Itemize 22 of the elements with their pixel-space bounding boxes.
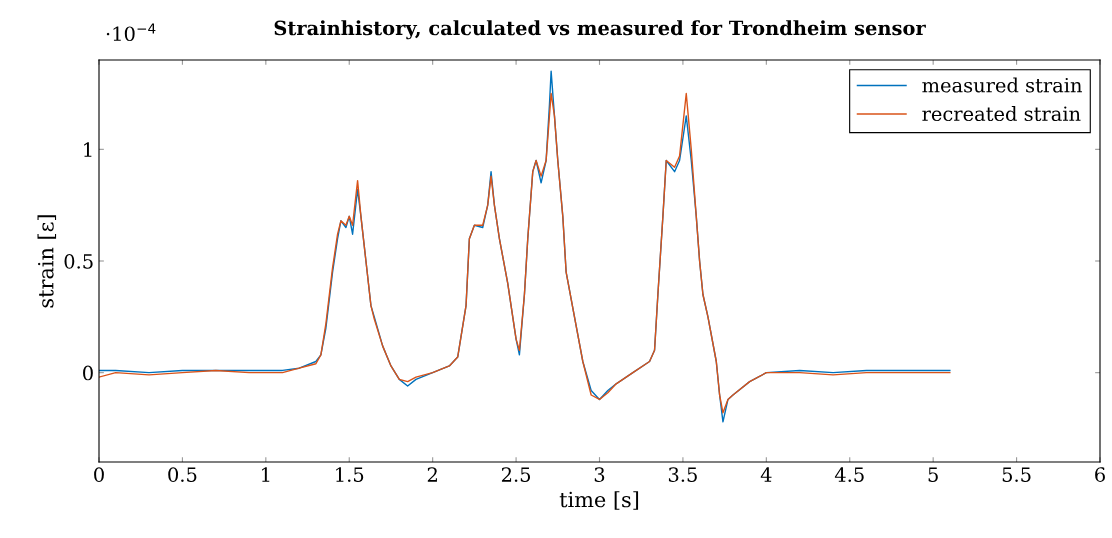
x-tick-label: 4	[760, 467, 772, 482]
x-tick-label: 6	[1095, 467, 1105, 482]
y-axis-title: strain [ε]	[37, 215, 57, 308]
chart-title: Strainhistory, calculated vs measured for Trondheim sensor	[274, 20, 926, 40]
x-tick-label: 3.5	[668, 467, 697, 482]
x-axis-title: time [s]	[559, 491, 639, 510]
x-tick-label: 3	[594, 467, 605, 482]
legend-label: measured strain	[922, 77, 1082, 93]
x-tick-label: 5	[928, 467, 938, 482]
x-tick-label: 5.5	[1002, 467, 1031, 482]
x-tick-label: 2	[427, 467, 437, 482]
y-tick-label: 1	[84, 142, 92, 157]
x-tick-label: 0	[94, 467, 104, 482]
y-tick-label: 0.5	[64, 253, 93, 269]
legend-label: recreated strain	[922, 106, 1081, 122]
x-tick-label: 1.5	[336, 467, 364, 482]
x-tick-label: 2.5	[501, 467, 531, 482]
x-tick-label: 1	[262, 467, 270, 482]
y-tick-label: 0	[83, 365, 93, 381]
x-tick-label: 4.5	[834, 467, 864, 482]
x-tick-label: 0.5	[168, 467, 197, 482]
text: ·10$^{−4}$	[106, 23, 156, 42]
